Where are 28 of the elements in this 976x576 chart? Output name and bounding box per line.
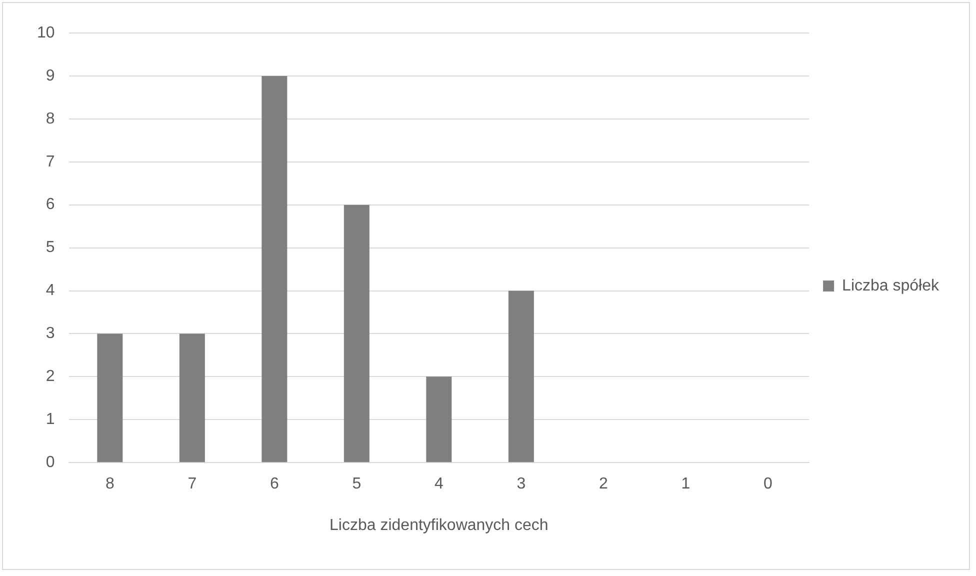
bar (179, 334, 205, 462)
x-axis-title: Liczba zidentyfikowanych cech (330, 516, 548, 534)
x-tick-label: 6 (270, 476, 279, 493)
x-tick-label: 7 (188, 476, 197, 493)
y-tick-label: 10 (37, 24, 55, 42)
x-tick-label: 2 (598, 476, 608, 493)
y-tick-label: 6 (46, 196, 55, 214)
legend-label: Liczba spółek (842, 277, 940, 294)
x-tick-label: 1 (681, 476, 690, 493)
x-tick-label: 0 (763, 476, 772, 493)
x-tick-label: 5 (352, 476, 362, 493)
bar (508, 290, 534, 462)
y-tick-label: 4 (46, 282, 55, 300)
x-tick-label: 4 (434, 476, 444, 493)
y-tick-label: 7 (46, 153, 55, 170)
x-tick-label: 8 (105, 476, 114, 493)
bar (97, 334, 123, 462)
y-tick-label: 5 (46, 239, 55, 256)
y-tick-label: 0 (46, 454, 55, 472)
bar (344, 204, 370, 462)
bar (262, 76, 288, 462)
y-tick-label: 2 (46, 368, 55, 386)
y-tick-label: 3 (46, 325, 55, 342)
y-tick-label: 1 (46, 411, 55, 428)
x-tick-label: 3 (516, 476, 526, 493)
y-tick-label: 8 (46, 110, 55, 128)
y-tick-label: 9 (46, 67, 55, 84)
bar (426, 376, 452, 462)
